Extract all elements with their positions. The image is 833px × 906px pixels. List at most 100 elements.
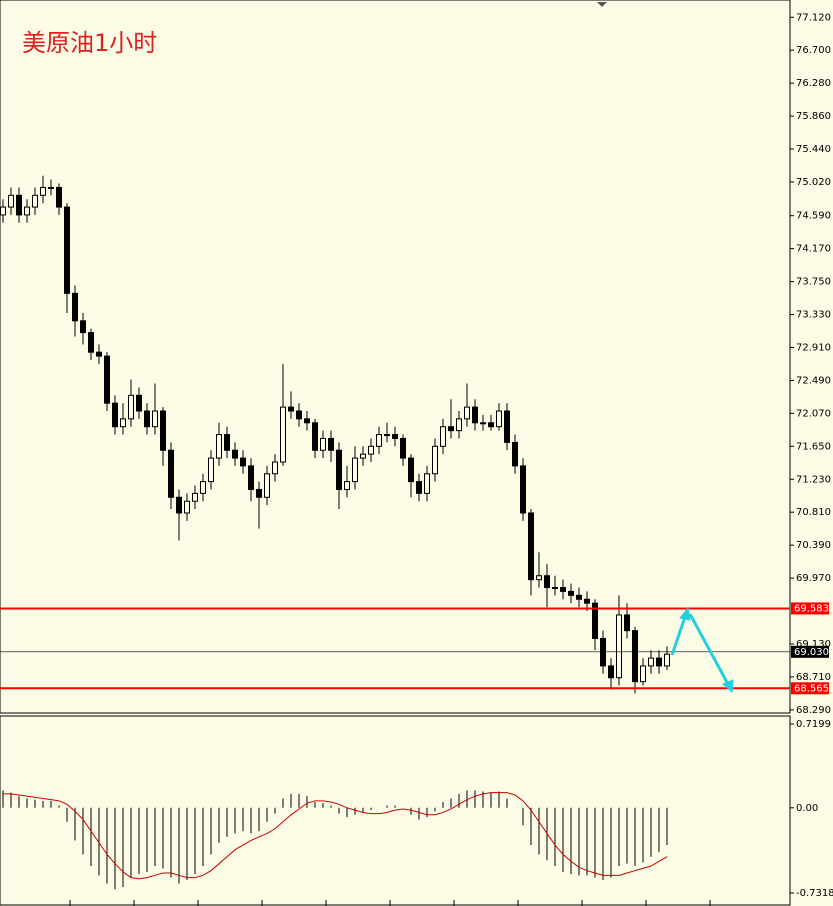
- candle-body: [560, 586, 566, 592]
- shift-marker: [597, 2, 607, 7]
- candle-body: [360, 453, 366, 459]
- candle-body: [600, 637, 606, 667]
- candle-body: [528, 512, 534, 581]
- candle-body: [248, 465, 254, 490]
- arrow-down: [688, 613, 731, 687]
- candle-body: [320, 437, 326, 451]
- candle-body: [656, 657, 662, 667]
- arrow-head: [722, 679, 734, 694]
- candle-body: [544, 575, 550, 588]
- y-tick-label: 69.130: [796, 639, 831, 650]
- candle-body: [552, 586, 558, 589]
- candle-body: [128, 394, 134, 420]
- level-label: 69.030: [794, 647, 829, 658]
- arrow-up: [670, 613, 688, 656]
- candle-body: [184, 500, 190, 514]
- candle-body: [232, 449, 238, 459]
- level-label-bg: [791, 682, 829, 695]
- y-tick-label: 71.650: [796, 441, 831, 452]
- candle-body: [648, 657, 654, 667]
- candle-body: [632, 630, 638, 683]
- candle-body: [432, 445, 438, 475]
- y-tick-label: 73.750: [796, 277, 831, 288]
- y-tick-label: 77.120: [796, 12, 831, 23]
- candle-body: [640, 665, 646, 683]
- candle-body: [72, 292, 78, 322]
- y-tick-label: 0.00: [796, 803, 818, 814]
- candle-body: [368, 445, 374, 455]
- candle-body: [32, 194, 38, 208]
- candle-body: [584, 598, 590, 604]
- candle-body: [88, 332, 94, 353]
- candle-body: [520, 465, 526, 514]
- candle-body: [664, 653, 670, 667]
- y-tick-label: 69.970: [796, 573, 831, 584]
- candle-body: [496, 410, 502, 428]
- y-tick-label: 70.390: [796, 540, 831, 551]
- candle-body: [56, 186, 62, 208]
- candle-body: [152, 410, 158, 428]
- candle-body: [344, 481, 350, 490]
- x-ticks: [69, 900, 711, 906]
- level-label-bg: [791, 602, 829, 615]
- y-tick-label: 76.280: [796, 78, 831, 89]
- candle-body: [328, 437, 334, 451]
- y-tick-label: 75.440: [796, 144, 831, 155]
- price-pane: [0, 0, 791, 714]
- candle-body: [80, 320, 86, 334]
- candle-body: [456, 418, 462, 432]
- candle-body: [40, 186, 46, 196]
- candle-body: [208, 457, 214, 483]
- candle-body: [616, 614, 622, 679]
- y-tick-label: 75.020: [796, 177, 831, 188]
- candle-body: [312, 422, 318, 451]
- candle-body: [440, 426, 446, 447]
- y-tick-label: 0.7199: [796, 719, 831, 730]
- y-tick-label: 72.070: [796, 408, 831, 419]
- candle-body: [288, 406, 294, 412]
- candle-body: [376, 434, 382, 447]
- candle-body: [384, 434, 390, 437]
- candle-body: [16, 194, 22, 216]
- y-tick-label: 73.330: [796, 310, 831, 321]
- candle-body: [488, 422, 494, 428]
- projection-arrows: [670, 606, 734, 694]
- y-tick-label: 70.810: [796, 507, 831, 518]
- candle-body: [592, 602, 598, 639]
- chart-title: 美原油1小时: [22, 29, 157, 57]
- candle-body: [536, 575, 542, 581]
- candle-body: [216, 434, 222, 459]
- y-tick-label: 76.700: [796, 45, 831, 56]
- candle-body: [256, 488, 262, 498]
- candle-body: [144, 410, 150, 428]
- candle-body: [296, 410, 302, 420]
- candle-body: [168, 449, 174, 498]
- candle-body: [624, 614, 630, 632]
- candle-body: [448, 426, 454, 432]
- candle-body: [504, 410, 510, 443]
- y-tick-label: 75.860: [796, 111, 831, 122]
- y-tick-label: 74.170: [796, 244, 831, 255]
- candle-body: [112, 402, 118, 428]
- candle-body: [400, 437, 406, 459]
- candle-body: [608, 665, 614, 679]
- candle-body: [512, 441, 518, 467]
- candle-body: [240, 457, 246, 467]
- candle-body: [0, 206, 6, 216]
- candle-body: [176, 496, 182, 514]
- arrow-head: [679, 606, 691, 621]
- candle-body: [136, 394, 142, 412]
- candle-body: [200, 481, 206, 494]
- candle-body: [160, 410, 166, 451]
- candle-body: [408, 457, 414, 483]
- candle-body: [576, 594, 582, 600]
- y-tick-label: 68.710: [796, 672, 831, 683]
- candle-body: [392, 434, 398, 439]
- candle-body: [192, 492, 198, 502]
- candle-body: [336, 449, 342, 490]
- candle-body: [96, 351, 102, 357]
- candle-body: [64, 206, 70, 294]
- y-tick-label: 71.230: [796, 474, 831, 485]
